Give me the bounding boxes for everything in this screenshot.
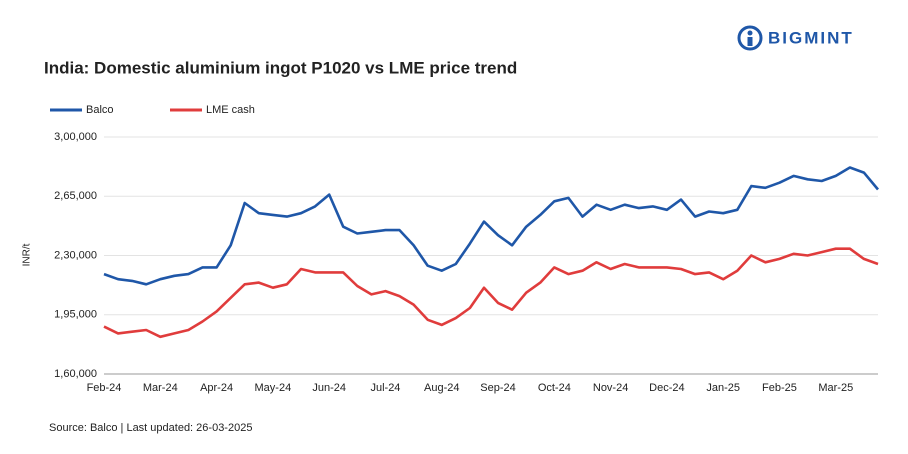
x-tick-label: Feb-25	[762, 382, 797, 394]
x-tick-label: Dec-24	[649, 382, 684, 394]
y-tick-label: 1,60,000	[54, 368, 97, 380]
x-tick-label: Apr-24	[200, 382, 233, 394]
logo: BIGMINT	[737, 25, 854, 51]
y-tick-label: 2,30,000	[54, 249, 97, 261]
legend-label: Balco	[86, 104, 114, 116]
x-tick-label: Mar-25	[818, 382, 853, 394]
x-tick-label: Jun-24	[312, 382, 346, 394]
series-line	[103, 247, 879, 339]
y-tick-label: 3,00,000	[54, 131, 97, 143]
x-tick-label: May-24	[255, 382, 292, 394]
source: Source: Balco | Last updated: 26-03-2025	[49, 422, 252, 434]
x-tick-label: Jul-24	[370, 382, 400, 394]
x-tick-label: Sep-24	[480, 382, 515, 394]
logo-icon-dot	[747, 30, 753, 36]
logo-icon	[737, 25, 763, 51]
x-tick-label: Feb-24	[87, 382, 122, 394]
x-tick-label: Aug-24	[424, 382, 459, 394]
x-tick-label: Oct-24	[538, 382, 571, 394]
x-tick-label: Jan-25	[706, 382, 740, 394]
chart-title: India: Domestic aluminium ingot P1020 vs…	[44, 58, 517, 77]
y-tick-label: 1,95,000	[54, 309, 97, 321]
logo-icon-body	[747, 37, 753, 46]
legend-label: LME cash	[206, 104, 255, 116]
x-tick-label: Nov-24	[593, 382, 628, 394]
x-tick-label: Mar-24	[143, 382, 178, 394]
brand: BIGMINT	[768, 28, 854, 47]
y-axis-label: INR/t	[22, 243, 33, 266]
y-tick-label: 2,65,000	[54, 190, 97, 202]
series-line	[103, 166, 879, 286]
